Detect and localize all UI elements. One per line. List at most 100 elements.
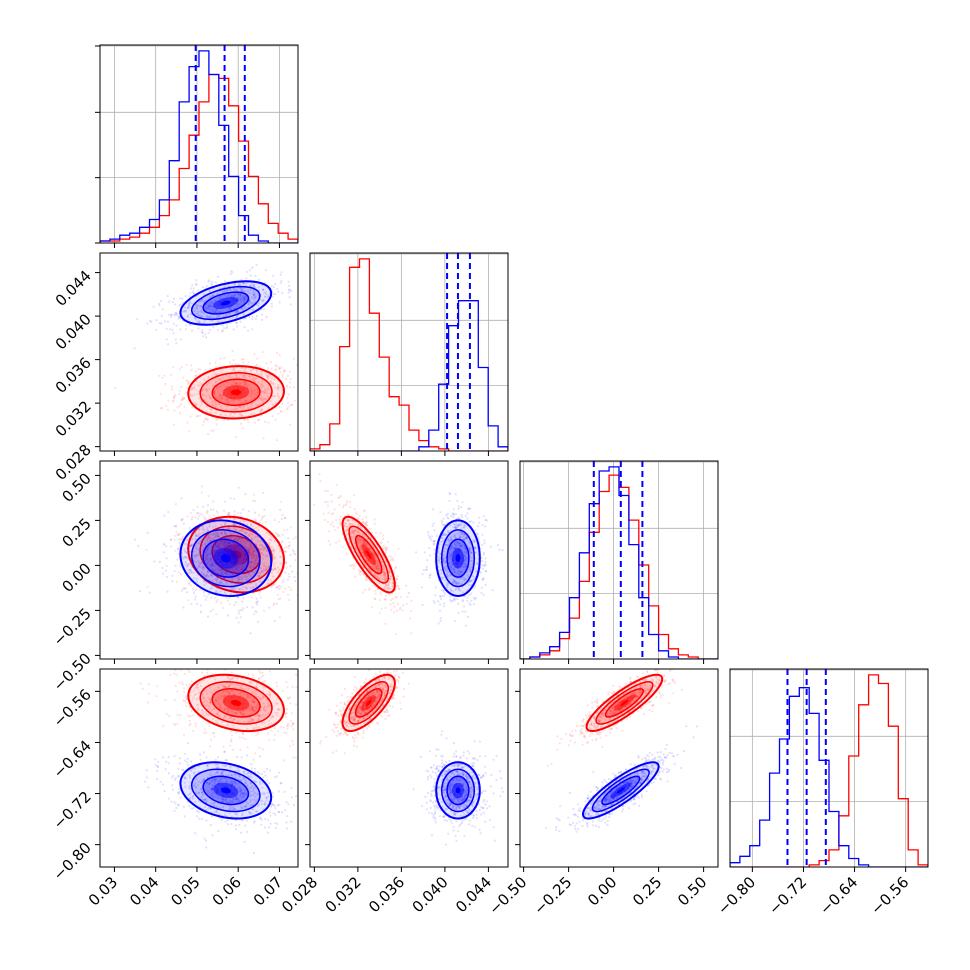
scatter-point-red: [219, 601, 222, 604]
scatter-point-red: [179, 714, 182, 717]
scatter-point-red: [174, 503, 177, 506]
scatter-point-blue: [478, 521, 481, 524]
scatter-point-blue: [245, 270, 248, 274]
scatter-point-red: [243, 530, 246, 533]
scatter-point-red: [358, 541, 362, 544]
scatter-point-blue: [224, 521, 227, 524]
scatter-point-blue: [251, 302, 254, 305]
scatter-point-blue: [222, 291, 225, 294]
scatter-point-blue: [185, 556, 188, 559]
scatter-point-red: [384, 594, 387, 598]
scatter-point-red: [165, 564, 168, 567]
scatter-point-blue: [245, 569, 249, 572]
scatter-point-blue: [204, 552, 207, 555]
scatter-point-blue: [202, 590, 206, 594]
scatter-point-blue: [199, 540, 203, 543]
scatter-point-red: [255, 377, 258, 380]
scatter-point-blue: [246, 290, 249, 293]
scatter-point-red: [349, 522, 352, 526]
scatter-point-blue: [161, 566, 164, 570]
scatter-point-blue: [228, 312, 231, 315]
scatter-point-red: [273, 734, 276, 737]
scatter-point-blue: [285, 561, 288, 565]
scatter-point-red: [203, 728, 206, 731]
scatter-point-blue: [235, 616, 238, 619]
scatter-point-blue: [239, 282, 242, 285]
scatter-point-red: [292, 537, 295, 540]
scatter-point-red: [246, 384, 249, 387]
scatter-point-red: [373, 589, 377, 592]
scatter-point-blue: [188, 295, 191, 298]
scatter-point-red: [158, 374, 161, 377]
scatter-point-blue: [274, 293, 277, 296]
scatter-point-red: [240, 529, 243, 533]
scatter-point-red: [261, 351, 264, 354]
scatter-point-red: [383, 577, 386, 580]
scatter-point-red: [209, 398, 212, 401]
scatter-point-red: [172, 365, 175, 369]
scatter-point-red: [289, 526, 292, 529]
scatter-point-red: [326, 504, 330, 507]
scatter-point-blue: [288, 288, 291, 291]
scatter-point-red: [235, 382, 238, 385]
scatter-point-blue: [239, 302, 242, 305]
scatter-point-blue: [216, 328, 219, 331]
scatter-point-blue: [207, 331, 210, 334]
scatter-point-red: [214, 411, 217, 414]
scatter-point-blue: [234, 546, 237, 549]
scatter-point-blue: [236, 566, 239, 569]
scatter-point-blue: [235, 289, 238, 292]
scatter-point-blue: [249, 274, 252, 277]
scatter-point-blue: [172, 322, 175, 325]
scatter-point-red: [203, 664, 205, 666]
scatter-point-red: [210, 412, 213, 415]
scatter-point-blue: [217, 545, 220, 548]
scatter-point-blue: [214, 542, 217, 545]
scatter-point-red: [384, 548, 387, 551]
scatter-point-blue: [235, 304, 238, 307]
scatter-point-red: [213, 393, 216, 396]
scatter-point-blue: [255, 567, 258, 570]
scatter-point-red: [200, 402, 204, 405]
scatter-point-blue: [170, 314, 173, 317]
scatter-point-blue: [209, 552, 212, 555]
scatter-point-blue: [428, 576, 431, 579]
scatter-point-red: [218, 590, 221, 593]
scatter-point-blue: [203, 529, 206, 532]
scatter-point-red: [225, 596, 228, 599]
scatter-point-blue: [261, 318, 264, 321]
scatter-point-red: [261, 748, 264, 751]
scatter-point-red: [235, 382, 238, 385]
scatter-point-blue: [187, 558, 190, 561]
scatter-point-red: [263, 609, 266, 612]
scatter-point-blue: [215, 591, 218, 594]
scatter-point-blue: [452, 597, 455, 601]
scatter-point-blue: [250, 561, 253, 564]
scatter-point-blue: [191, 588, 194, 591]
scatter-point-blue: [210, 301, 213, 304]
scatter-point-red: [208, 536, 211, 540]
scatter-point-blue: [421, 603, 424, 607]
scatter-point-red: [233, 381, 236, 384]
scatter-point-blue: [211, 575, 214, 578]
scatter-point-red: [270, 380, 273, 383]
scatter-point-red: [231, 349, 234, 353]
scatter-point-blue: [240, 289, 243, 293]
scatter-point-blue: [216, 292, 219, 295]
scatter-point-red: [194, 389, 197, 392]
scatter-point-red: [304, 554, 306, 556]
scatter-point-red: [220, 533, 223, 536]
scatter-point-red: [262, 680, 265, 683]
scatter-point-red: [251, 556, 254, 560]
scatter-point-red: [252, 546, 255, 550]
scatter-point-red: [207, 545, 210, 548]
scatter-point-red: [374, 556, 378, 560]
scatter-point-blue: [272, 293, 275, 296]
scatter-point-blue: [195, 580, 198, 583]
scatter-point-red: [311, 583, 313, 585]
scatter-point-blue: [232, 328, 235, 331]
scatter-point-red: [236, 407, 239, 411]
scatter-point-blue: [238, 588, 241, 591]
scatter-point-red: [388, 570, 391, 574]
scatter-point-blue: [279, 575, 282, 578]
